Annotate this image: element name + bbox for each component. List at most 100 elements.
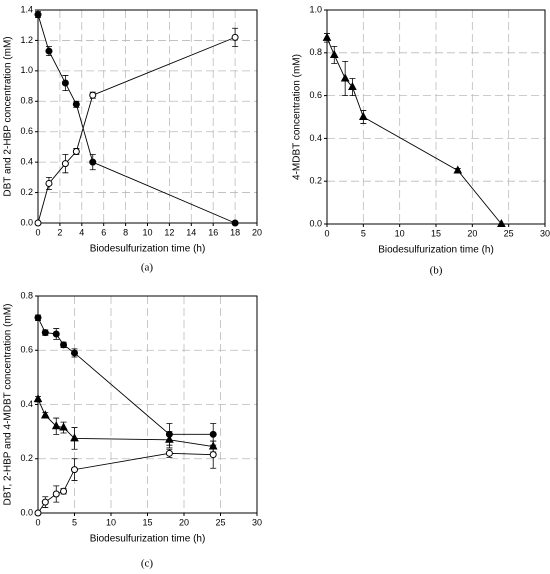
y-tick-label: 0.6 bbox=[20, 345, 33, 355]
marker bbox=[89, 158, 97, 166]
x-tick-label: 10 bbox=[395, 228, 405, 238]
x-axis-title: Biodesulfurization time (h) bbox=[378, 245, 494, 256]
series-line bbox=[37, 36, 236, 224]
marker bbox=[231, 219, 239, 227]
y-tick-label: 0.6 bbox=[309, 90, 322, 100]
y-tick-label: 0.2 bbox=[309, 176, 322, 186]
y-tick-label: 1.0 bbox=[20, 65, 33, 75]
chart-panel: 0 2 4 6 8 10 12 14 16 18 20 0.0 0.2 0.4 0.6 0.8 1.0 1.2 1.… bbox=[3, 4, 262, 273]
marker bbox=[209, 430, 217, 438]
marker bbox=[52, 330, 60, 338]
x-tick-label: 10 bbox=[142, 227, 152, 237]
y-tick-label: 0.0 bbox=[309, 218, 322, 228]
panel-label: (c) bbox=[141, 558, 154, 570]
series-line bbox=[37, 452, 214, 514]
x-axis-title: Biodesulfurization time (h) bbox=[90, 244, 206, 255]
x-tick-label: 15 bbox=[431, 228, 441, 238]
x-tick-label: 20 bbox=[252, 227, 262, 237]
y-tick-label: 0.4 bbox=[20, 157, 33, 167]
y-tick-label: 0.4 bbox=[20, 399, 33, 409]
x-tick-label: 20 bbox=[467, 228, 477, 238]
marker bbox=[61, 160, 69, 168]
x-tick-label: 10 bbox=[106, 517, 116, 527]
marker bbox=[453, 165, 463, 174]
panel-label: (b) bbox=[430, 265, 443, 277]
series-line bbox=[326, 37, 502, 225]
x-tick-label: 2 bbox=[57, 227, 62, 237]
y-tick-label: 0.2 bbox=[20, 453, 33, 463]
marker bbox=[165, 434, 174, 443]
y-tick-label: 0.4 bbox=[309, 133, 322, 143]
marker bbox=[51, 421, 61, 430]
x-tick-label: 15 bbox=[142, 517, 152, 527]
marker bbox=[70, 433, 79, 442]
marker bbox=[41, 498, 49, 506]
x-tick-label: 14 bbox=[186, 227, 196, 237]
marker bbox=[497, 218, 506, 227]
y-tick-label: 0.8 bbox=[20, 290, 33, 300]
marker bbox=[40, 410, 50, 419]
chart-panel: 0 5 10 15 20 25 30 0.0 0.2 0.4 0.6 0.8 1.0 Biodesulfu… bbox=[292, 4, 550, 276]
plot-frame bbox=[37, 295, 258, 514]
x-tick-label: 4 bbox=[79, 227, 84, 237]
x-tick-label: 5 bbox=[72, 517, 77, 527]
marker bbox=[209, 451, 217, 459]
marker bbox=[165, 449, 173, 457]
y-tick-label: 0.0 bbox=[20, 217, 33, 227]
y-axis-title: DBT and 2-HBP concentration (mM) bbox=[3, 36, 14, 196]
x-tick-label: 0 bbox=[35, 517, 40, 527]
marker bbox=[34, 219, 42, 227]
marker bbox=[52, 490, 60, 498]
marker bbox=[34, 509, 42, 517]
x-tick-label: 25 bbox=[215, 517, 225, 527]
plot-frame bbox=[326, 9, 546, 225]
y-tick-label: 0.2 bbox=[20, 187, 33, 197]
marker bbox=[34, 11, 42, 19]
x-tick-label: 30 bbox=[540, 228, 550, 238]
x-tick-label: 25 bbox=[504, 228, 514, 238]
chart-panel: 0 5 10 15 20 25 30 0.0 0.2 0.4 0.6 0.8 Biodesulfuriz… bbox=[3, 290, 262, 569]
series-line bbox=[37, 398, 214, 447]
marker bbox=[89, 91, 97, 99]
marker bbox=[41, 329, 49, 337]
y-tick-label: 0.8 bbox=[309, 47, 322, 57]
marker bbox=[231, 33, 239, 41]
marker bbox=[60, 341, 68, 349]
marker bbox=[71, 466, 78, 474]
series-line bbox=[37, 317, 214, 435]
x-tick-label: 6 bbox=[101, 227, 106, 237]
marker bbox=[340, 73, 350, 82]
y-axis-title: 4-MDBT concentration (mM) bbox=[292, 54, 303, 180]
x-tick-label: 16 bbox=[208, 227, 218, 237]
marker bbox=[322, 32, 332, 41]
x-tick-label: 20 bbox=[179, 517, 189, 527]
marker bbox=[358, 111, 368, 120]
panel-label: (a) bbox=[141, 262, 154, 274]
y-axis-title: DBT, 2-HBP and 4-MDBT concentration (mM) bbox=[3, 304, 14, 506]
marker bbox=[329, 49, 339, 58]
x-tick-label: 8 bbox=[123, 227, 128, 237]
x-tick-label: 30 bbox=[252, 517, 262, 527]
x-tick-label: 5 bbox=[361, 228, 366, 238]
x-tick-label: 0 bbox=[35, 227, 40, 237]
x-tick-label: 0 bbox=[324, 228, 329, 238]
y-tick-label: 1.0 bbox=[309, 4, 322, 14]
y-tick-label: 0.6 bbox=[20, 126, 33, 136]
marker bbox=[71, 349, 78, 357]
marker bbox=[72, 100, 80, 108]
marker bbox=[72, 147, 80, 155]
marker bbox=[45, 47, 53, 55]
plot-frame bbox=[37, 9, 258, 224]
y-tick-label: 0.0 bbox=[20, 507, 33, 517]
y-tick-label: 1.4 bbox=[20, 4, 33, 14]
marker bbox=[60, 487, 68, 495]
marker bbox=[33, 394, 43, 403]
marker bbox=[348, 81, 357, 91]
marker bbox=[61, 79, 69, 87]
x-tick-label: 18 bbox=[230, 227, 240, 237]
marker bbox=[34, 314, 42, 322]
marker bbox=[59, 422, 68, 431]
series-line bbox=[37, 14, 236, 224]
